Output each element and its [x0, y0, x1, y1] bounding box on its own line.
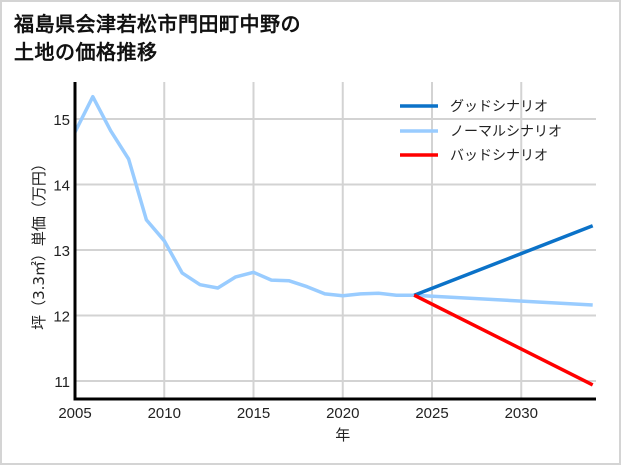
x-tick-label: 2030	[505, 405, 538, 422]
legend-label: グッドシナリオ	[450, 99, 548, 115]
y-tick-label: 12	[53, 309, 70, 326]
axes	[73, 82, 596, 401]
grid-lines	[75, 82, 596, 399]
y-axis-label: 坪（3.3㎡）単価（万円）	[30, 156, 48, 330]
series-line	[413, 293, 594, 387]
y-tick-label: 15	[53, 112, 70, 129]
y-tick-label: 11	[54, 374, 70, 391]
x-tick-label: 2020	[326, 405, 359, 422]
tick-labels: 2005 2010 2015 2020 2025 2030 11 12 13 14 15	[53, 112, 538, 422]
legend-label: ノーマルシナリオ	[450, 124, 562, 140]
y-tick-label: 13	[53, 243, 70, 260]
series-line	[73, 94, 593, 307]
x-tick-label: 2025	[415, 405, 448, 422]
x-tick-label: 2010	[148, 405, 181, 422]
title-line-1: 福島県会津若松市門田町中野の	[14, 12, 301, 36]
y-tick-label: 14	[53, 178, 70, 195]
title-line-2: 土地の価格推移	[14, 40, 158, 64]
x-axis-label: 年	[335, 426, 350, 444]
legend-label: バッドシナリオ	[450, 148, 548, 164]
x-tick-label: 2015	[237, 405, 270, 422]
series-line	[413, 224, 594, 297]
series-lines	[73, 94, 594, 387]
chart-title: 福島県会津若松市門田町中野の 土地の価格推移	[14, 10, 301, 66]
x-tick-label: 2005	[58, 405, 91, 422]
